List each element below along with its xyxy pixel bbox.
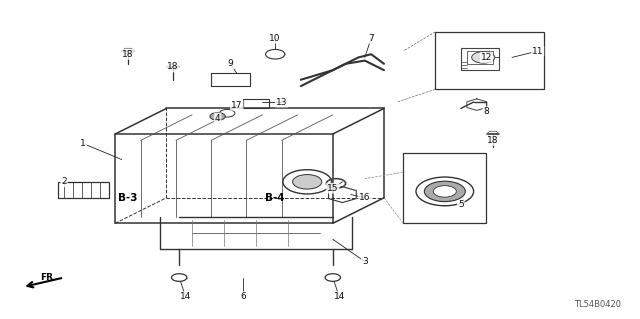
Text: 3: 3 xyxy=(362,257,367,266)
Text: 6: 6 xyxy=(241,292,246,301)
Circle shape xyxy=(424,181,465,202)
Bar xyxy=(435,32,544,89)
Text: 13: 13 xyxy=(276,98,287,107)
Text: TL54B0420: TL54B0420 xyxy=(574,300,621,309)
Text: 18: 18 xyxy=(167,63,179,71)
Bar xyxy=(243,99,269,108)
Circle shape xyxy=(325,274,340,281)
Text: 14: 14 xyxy=(333,292,345,301)
Text: 2: 2 xyxy=(61,177,67,186)
Text: 18: 18 xyxy=(487,136,499,145)
Text: 15: 15 xyxy=(327,184,339,193)
Circle shape xyxy=(172,274,187,281)
Bar xyxy=(461,48,499,70)
Text: 5: 5 xyxy=(458,200,463,209)
Text: 7: 7 xyxy=(369,34,374,43)
Text: B-3: B-3 xyxy=(118,193,138,203)
Circle shape xyxy=(283,170,332,194)
Text: 10: 10 xyxy=(269,34,281,43)
Bar xyxy=(211,73,250,86)
Circle shape xyxy=(416,177,474,206)
Bar xyxy=(467,51,493,64)
Text: 8: 8 xyxy=(484,107,489,116)
Bar xyxy=(403,153,486,223)
Circle shape xyxy=(266,49,285,59)
Circle shape xyxy=(472,52,495,63)
Text: 12: 12 xyxy=(481,53,492,62)
Circle shape xyxy=(220,109,235,117)
Text: B-4: B-4 xyxy=(266,193,285,203)
Text: 4: 4 xyxy=(215,114,220,122)
Text: 1: 1 xyxy=(81,139,86,148)
Bar xyxy=(58,182,109,198)
Text: 11: 11 xyxy=(532,47,543,56)
Text: 14: 14 xyxy=(180,292,191,301)
Text: 9: 9 xyxy=(228,59,233,68)
Text: FR.: FR. xyxy=(40,273,56,282)
Text: 18: 18 xyxy=(122,50,134,59)
Circle shape xyxy=(433,186,456,197)
Text: 17: 17 xyxy=(231,101,243,110)
Circle shape xyxy=(292,174,322,189)
Text: 16: 16 xyxy=(359,193,371,202)
Circle shape xyxy=(210,113,225,120)
